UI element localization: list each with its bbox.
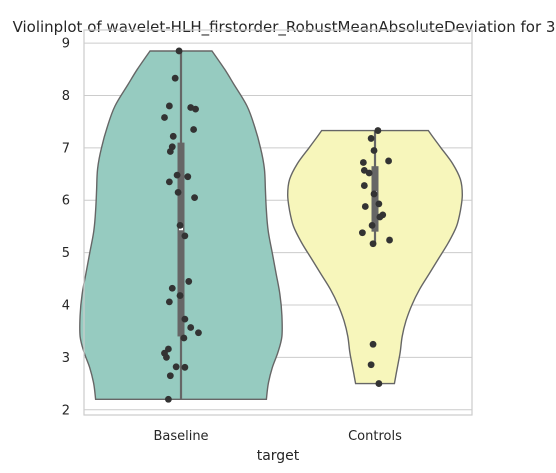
y-tick-label-3: 3 [62, 351, 70, 366]
y-tick-label-4: 4 [62, 299, 70, 314]
data-point-controls-14 [358, 229, 366, 237]
y-tick-label-7: 7 [62, 141, 70, 156]
data-point-baseline-21 [181, 315, 189, 323]
data-point-controls-16 [369, 240, 377, 248]
x-tick-label-controls: Controls [348, 429, 402, 444]
data-point-controls-12 [376, 213, 384, 221]
plot-frame [83, 29, 473, 416]
data-point-baseline-16 [181, 232, 189, 240]
y-tick-label-6: 6 [62, 194, 70, 209]
data-point-controls-18 [367, 361, 375, 369]
data-point-baseline-29 [181, 363, 189, 371]
data-point-baseline-24 [180, 334, 188, 342]
data-point-baseline-2 [165, 102, 173, 110]
y-axis-ticks: 2 3 4 5 6 7 8 9 [62, 37, 70, 419]
data-point-baseline-11 [184, 173, 192, 181]
median-marker-baseline [179, 227, 183, 231]
y-tick-label-5: 5 [62, 246, 70, 261]
violin-controls [286, 129, 464, 385]
data-point-controls-8 [370, 190, 378, 198]
data-point-controls-4 [359, 159, 367, 166]
data-point-baseline-1 [171, 74, 179, 82]
data-point-controls-3 [385, 157, 392, 165]
data-point-controls-9 [375, 200, 383, 208]
data-point-baseline-19 [176, 292, 184, 299]
violins [79, 50, 464, 400]
data-point-controls-15 [386, 236, 393, 244]
data-point-controls-2 [370, 147, 378, 154]
data-point-controls-6 [365, 169, 373, 177]
data-point-baseline-5 [161, 114, 168, 121]
data-point-controls-13 [368, 221, 376, 229]
data-point-controls-10 [361, 203, 369, 210]
data-point-baseline-0 [175, 47, 183, 55]
data-point-controls-19 [375, 380, 383, 387]
data-point-baseline-9 [166, 148, 174, 155]
iqr-box-baseline [177, 142, 185, 337]
data-point-baseline-7 [169, 132, 177, 140]
data-point-controls-17 [369, 340, 377, 348]
data-point-baseline-22 [187, 324, 195, 331]
data-point-baseline-10 [173, 171, 181, 179]
data-point-baseline-27 [163, 353, 170, 361]
y-tick-label-8: 8 [62, 89, 70, 104]
data-point-controls-1 [367, 135, 375, 142]
data-point-baseline-18 [168, 284, 176, 292]
data-point-baseline-4 [192, 105, 199, 113]
x-axis-label: target [257, 448, 300, 464]
data-point-baseline-15 [176, 221, 184, 229]
data-point-baseline-31 [164, 395, 172, 403]
data-points [161, 47, 393, 403]
x-axis-ticks: Baseline Controls [153, 429, 402, 444]
data-point-baseline-20 [165, 298, 173, 306]
y-tick-label-2: 2 [62, 403, 70, 418]
x-tick-label-baseline: Baseline [153, 429, 208, 444]
data-point-baseline-28 [172, 363, 180, 371]
data-point-controls-7 [360, 182, 368, 189]
data-point-baseline-13 [174, 188, 182, 196]
chart-title: Violinplot of wavelet-HLH_firstorder_Rob… [13, 18, 556, 37]
data-point-baseline-14 [191, 194, 198, 202]
data-point-baseline-17 [185, 278, 193, 285]
y-tick-label-9: 9 [62, 37, 70, 52]
data-point-baseline-23 [195, 329, 202, 337]
data-point-baseline-12 [165, 178, 173, 186]
iqr-box-controls [371, 166, 379, 232]
data-point-baseline-6 [190, 126, 198, 133]
data-point-controls-0 [374, 127, 382, 134]
data-point-baseline-30 [166, 372, 174, 380]
